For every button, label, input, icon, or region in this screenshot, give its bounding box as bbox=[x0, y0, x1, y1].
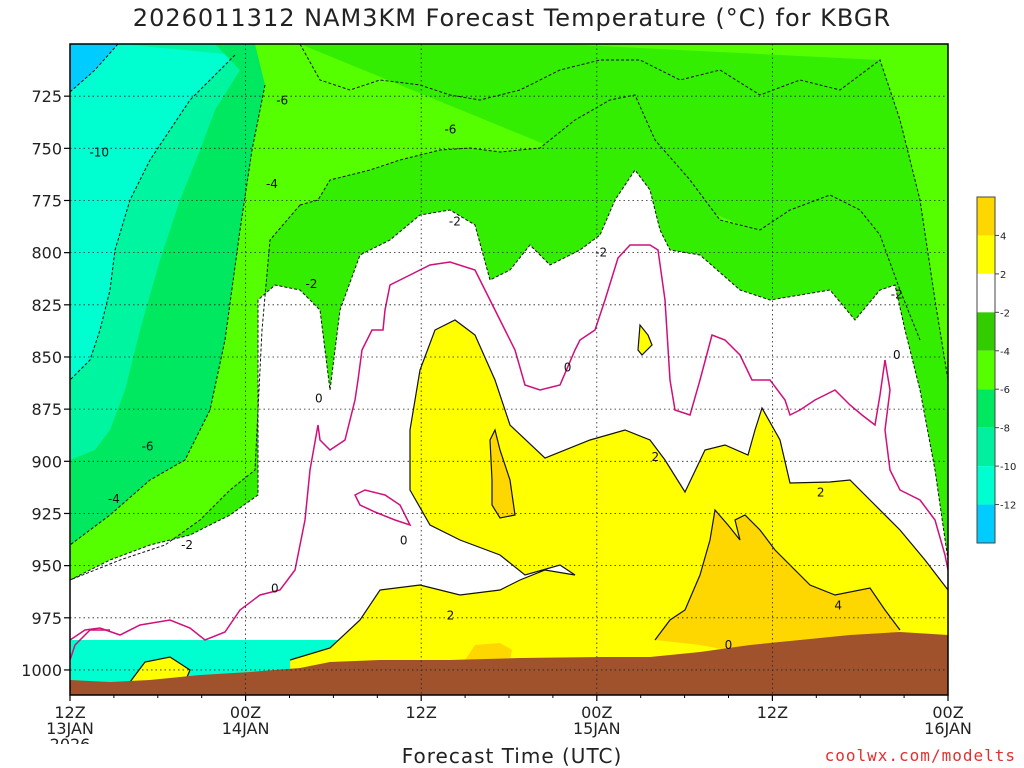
x-tick-label: 13JAN bbox=[46, 719, 94, 738]
region-warm-4 bbox=[655, 510, 900, 660]
y-tick-label: 850 bbox=[31, 348, 62, 367]
contour-label: -6 bbox=[276, 93, 288, 107]
contour-label: 0 bbox=[893, 348, 901, 362]
colorbar-label: -12 bbox=[1000, 501, 1016, 512]
contour-line-minus2 bbox=[70, 169, 948, 581]
colorbar-label: -8 bbox=[1000, 424, 1010, 435]
x-tick-label: 12Z bbox=[54, 703, 85, 722]
contour-line-zero-lower bbox=[70, 629, 110, 661]
y-tick-label: 900 bbox=[31, 452, 62, 471]
contour-label: 0 bbox=[725, 638, 733, 652]
contour-label: -4 bbox=[108, 492, 120, 506]
y-tick-label: 925 bbox=[31, 504, 62, 523]
x-axis-title: Forecast Time (UTC) bbox=[401, 744, 623, 768]
contour-line-zero-small bbox=[353, 489, 412, 527]
contour-label: 0 bbox=[271, 582, 279, 596]
contour-label: -2 bbox=[305, 277, 317, 291]
contour-label: 2 bbox=[447, 609, 455, 623]
colorbar-segment bbox=[977, 312, 995, 351]
contour-label: -2 bbox=[891, 287, 903, 301]
y-tick-label: 825 bbox=[31, 296, 62, 315]
contour-label: -2 bbox=[181, 538, 193, 552]
contour-line-plus2-small bbox=[129, 656, 191, 683]
region-warm-2-small-right bbox=[638, 325, 652, 355]
contour-line-minus4-upper bbox=[299, 94, 921, 341]
x-tick-label: 00Z bbox=[230, 703, 261, 722]
y-tick-label: 750 bbox=[31, 139, 62, 158]
contour-line-zero-main bbox=[70, 244, 886, 641]
colorbar: 4 2 -2 -4 -6 -8 -10 -12 bbox=[976, 196, 1016, 544]
contour-label: 0 bbox=[315, 392, 323, 406]
y-tick-label: 875 bbox=[31, 400, 62, 419]
colorbar-segment bbox=[977, 273, 995, 313]
contour-line-plus4-small bbox=[489, 428, 516, 519]
chart-svg: 725 750 775 800 825 850 875 900 925 950 975 1000 12… bbox=[21, 43, 1016, 744]
x-tick-label: 2026 bbox=[50, 735, 91, 744]
y-tick-label: 775 bbox=[31, 191, 62, 210]
contour-label: -6 bbox=[142, 440, 154, 454]
contour-label: -2 bbox=[449, 214, 461, 228]
contour-line-zero-right bbox=[884, 359, 948, 571]
contour-label: 4 bbox=[834, 598, 842, 612]
region-warm-4-small bbox=[490, 430, 515, 518]
contour-label: -2 bbox=[595, 246, 607, 260]
contour-line-minus6-upper bbox=[299, 44, 948, 381]
colorbar-label: -4 bbox=[1000, 347, 1010, 358]
colorbar-segment bbox=[977, 466, 995, 505]
contour-line-plus2 bbox=[289, 319, 948, 661]
colorbar-frame bbox=[976, 196, 996, 544]
y-axis: 725 750 775 800 825 850 875 900 925 950 975 1000 bbox=[21, 87, 70, 680]
contour-label: -10 bbox=[89, 146, 109, 160]
chart-title: 2026011312 NAM3KM Forecast Temperature (… bbox=[132, 4, 892, 32]
contour-label: 0 bbox=[400, 534, 408, 548]
y-tick-label: 1000 bbox=[21, 661, 62, 680]
colorbar-segment bbox=[977, 197, 995, 236]
contour-label: -4 bbox=[266, 177, 278, 191]
colorbar-label: -6 bbox=[1000, 385, 1010, 396]
contour-label: 2 bbox=[817, 486, 825, 500]
contour-label: -6 bbox=[444, 123, 456, 137]
contour-line-minus6 bbox=[70, 84, 266, 546]
credit-link[interactable]: coolwx.com/modelts bbox=[824, 746, 1016, 765]
x-tick-label: 15JAN bbox=[573, 719, 621, 738]
gridlines bbox=[70, 44, 948, 695]
contour-line-minus4 bbox=[70, 204, 301, 581]
contour-line-minus10 bbox=[70, 44, 119, 93]
x-tick-label: 12Z bbox=[757, 703, 788, 722]
colorbar-label: -10 bbox=[1000, 462, 1016, 473]
y-tick-label: 950 bbox=[31, 557, 62, 576]
contour-label: 0 bbox=[564, 360, 572, 374]
plot-area bbox=[70, 44, 948, 695]
region-warm-4-bottom bbox=[465, 643, 512, 660]
x-tick-label: 12Z bbox=[406, 703, 437, 722]
contour-line-plus4 bbox=[654, 508, 901, 641]
contour-line-plus2-isolated bbox=[637, 323, 653, 356]
y-tick-label: 800 bbox=[31, 244, 62, 263]
colorbar-label: 4 bbox=[1000, 231, 1006, 242]
colorbar-segment bbox=[977, 350, 995, 390]
contour-labels: -6 -6 -10 -4 -2 -2 -2 -2 0 0 -6 0 2 -4 2 -2 0 0 4 2 0 bbox=[89, 93, 903, 652]
y-tick-label: 725 bbox=[31, 87, 62, 106]
colorbar-segment bbox=[977, 389, 995, 428]
ground-terrain bbox=[70, 632, 948, 695]
contour-label: 2 bbox=[652, 450, 660, 464]
x-tick-label: 16JAN bbox=[924, 719, 972, 738]
region-cold-top-left bbox=[70, 44, 118, 92]
colorbar-segment bbox=[977, 504, 995, 543]
contour-line-minus8 bbox=[70, 54, 236, 381]
colorbar-segment bbox=[977, 235, 995, 274]
y-tick-label: 975 bbox=[31, 609, 62, 628]
x-axis: 12Z13JAN202600Z14JAN12Z00Z15JAN12Z00Z16J… bbox=[46, 695, 972, 744]
region-warm-2-small-left bbox=[130, 657, 190, 682]
x-tick-label: 14JAN bbox=[222, 719, 270, 738]
colorbar-segment bbox=[977, 427, 995, 467]
colorbar-label: -2 bbox=[1000, 308, 1010, 319]
x-tick-label: 00Z bbox=[581, 703, 612, 722]
x-tick-label: 00Z bbox=[932, 703, 963, 722]
colorbar-label: 2 bbox=[1000, 270, 1006, 281]
